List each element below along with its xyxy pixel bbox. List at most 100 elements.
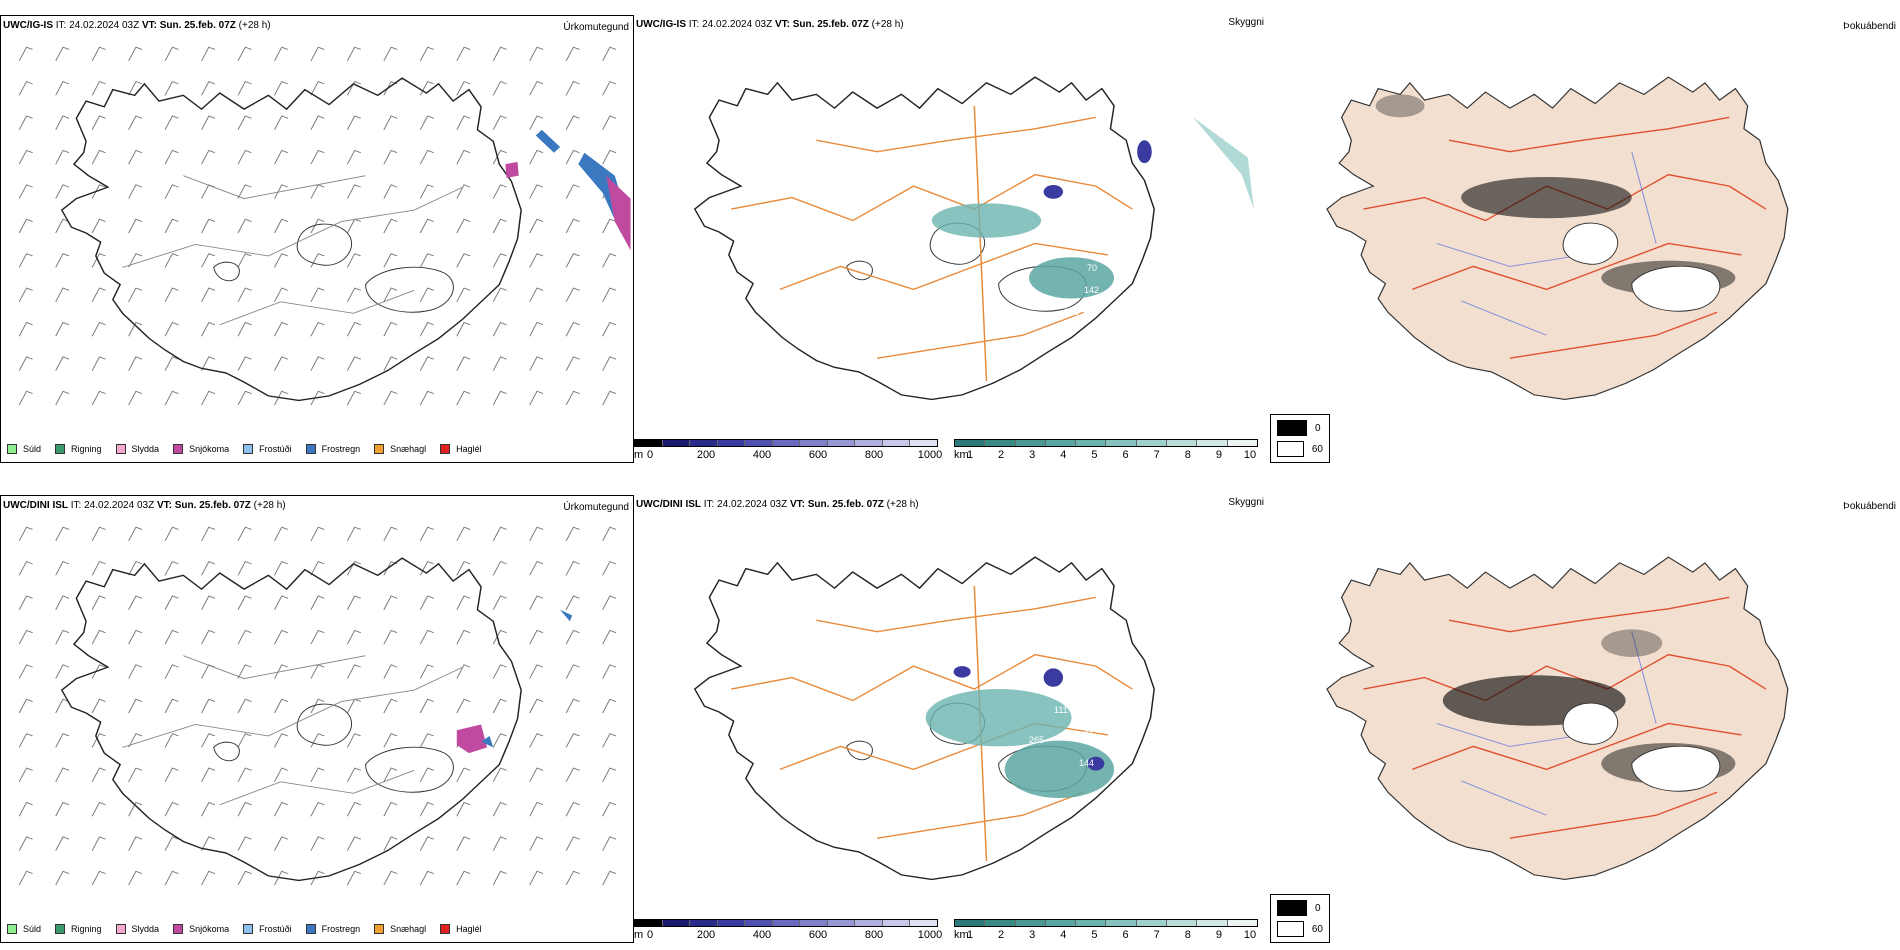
wind-barb: [529, 287, 544, 303]
wind-barb: [274, 218, 289, 234]
wind-barb: [310, 629, 325, 645]
wind-barb: [310, 390, 325, 406]
legend-swatch: [173, 444, 184, 454]
wind-barb: [456, 390, 471, 406]
wind-barb: [529, 836, 544, 851]
wind-barb: [91, 253, 106, 268]
wind-barb: [565, 629, 580, 645]
legend-item: Rigning: [55, 444, 102, 454]
wind-barb: [201, 767, 216, 783]
wind-barb: [602, 287, 617, 303]
wind-barb: [529, 390, 544, 406]
wind-barb: [164, 321, 179, 337]
wind-barb: [529, 149, 544, 165]
wind-barb: [274, 664, 289, 679]
wind-barb: [529, 184, 544, 199]
fog-legend-row: 60: [1277, 441, 1323, 457]
wind-barb: [201, 115, 216, 130]
wind-barb: [237, 390, 252, 406]
wind-barb: [346, 356, 361, 371]
wind-barb: [128, 836, 143, 851]
legend-swatch: [305, 444, 316, 454]
wind-barb: [18, 595, 33, 610]
wind-barb: [565, 733, 580, 748]
wind-barb: [18, 698, 33, 714]
wind-barb: [456, 321, 471, 337]
wind-barb: [456, 870, 471, 886]
fog-legend-row: 60: [1277, 921, 1323, 937]
wind-barb: [55, 836, 70, 851]
wind-barb: [383, 595, 398, 610]
fog-legend-label: 60: [1311, 923, 1323, 935]
wind-barb: [565, 356, 580, 371]
wind-barb: [55, 870, 70, 886]
wind-barb: [128, 767, 143, 783]
legend-label: Rigning: [71, 924, 102, 934]
wind-barb: [18, 218, 33, 234]
wind-barb: [456, 253, 471, 268]
wind-barb: [274, 390, 289, 406]
legend-swatch: [374, 924, 385, 934]
legend-swatch: [305, 924, 316, 934]
wind-barb: [529, 698, 544, 714]
wind-barb: [18, 46, 33, 62]
wind-barb: [419, 356, 434, 371]
wind-barb: [18, 287, 33, 303]
wind-barb: [128, 664, 143, 679]
fog-map: [1326, 556, 1789, 881]
vis-value-label: 17: [1044, 210, 1055, 220]
colorbar-tick: 9: [1215, 929, 1222, 941]
wind-barb: [310, 115, 325, 130]
wind-barb: [529, 218, 544, 234]
wind-barb: [346, 870, 361, 886]
wind-barb: [492, 595, 507, 610]
wind-barb: [492, 698, 507, 714]
wind-barb: [565, 767, 580, 783]
wind-barb: [310, 287, 325, 303]
wind-barb: [310, 526, 325, 542]
height-colorbar: m 0 200 400 600 800 1000: [634, 919, 942, 943]
wind-barb: [529, 767, 544, 783]
colorbar-tick: 8: [1184, 449, 1191, 461]
wind-barb: [456, 801, 471, 817]
wind-barb: [274, 836, 289, 851]
wind-barb: [128, 287, 143, 303]
colorbar-tick: 4: [1060, 449, 1067, 461]
wind-barb: [346, 287, 361, 303]
wind-barb: [310, 870, 325, 886]
wind-barb: [492, 46, 507, 62]
wind-barb: [456, 698, 471, 714]
wind-barb: [164, 836, 179, 851]
wind-barb: [18, 253, 33, 268]
wind-barb: [128, 526, 143, 542]
wind-barb: [529, 526, 544, 542]
wind-barb: [274, 733, 289, 748]
vis-value-label: 21: [1084, 729, 1095, 739]
wind-barb: [529, 321, 544, 337]
vis-value-label: 142: [1084, 285, 1100, 295]
wind-barb: [91, 664, 106, 679]
wind-barb: [164, 526, 179, 542]
height-colorbar: m 0 200 400 600 800 1000: [634, 439, 942, 463]
legend-swatch: [115, 924, 126, 934]
wind-barb: [237, 115, 252, 130]
legend-label: Frostúði: [259, 924, 292, 934]
wind-barb: [346, 46, 361, 62]
wind-barb: [602, 629, 617, 645]
wind-barb: [128, 698, 143, 714]
colorbar-strip: [634, 919, 938, 927]
wind-barb: [55, 287, 70, 303]
vis-value-label: 265: [1029, 735, 1045, 745]
wind-barb: [492, 629, 507, 645]
wind-barb: [346, 561, 361, 576]
wind-barb: [55, 46, 70, 62]
wind-barb: [383, 356, 398, 371]
colorbar-tick: 400: [752, 929, 772, 941]
wind-barb: [383, 836, 398, 851]
wind-barb: [128, 149, 143, 165]
legend-swatch: [440, 444, 451, 454]
wind-barb: [383, 664, 398, 679]
legend-swatch: [55, 444, 66, 454]
wind-barb: [55, 184, 70, 199]
wind-barb: [529, 664, 544, 679]
